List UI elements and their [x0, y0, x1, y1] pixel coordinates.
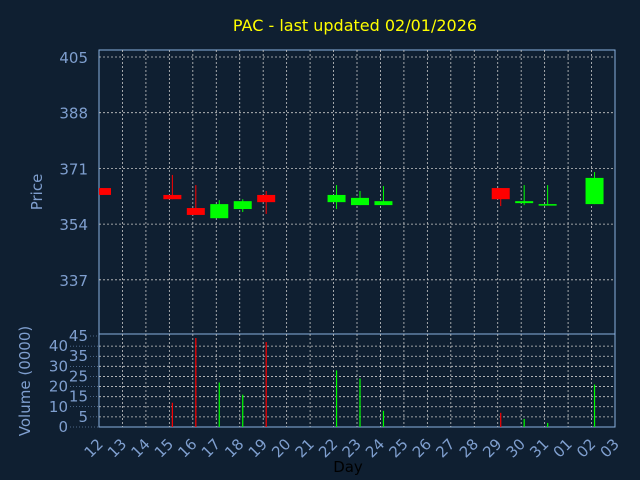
candle-body [327, 194, 346, 203]
x-tick-label: 18 [221, 435, 247, 461]
candle-body [374, 201, 393, 206]
volume-tick-label: 15 [69, 388, 88, 406]
candle-body [538, 204, 557, 206]
volume-tick-label: 5 [78, 408, 88, 426]
volume-tick-label: 10 [49, 398, 68, 416]
price-tick-label: 405 [59, 49, 88, 67]
candle-body [99, 188, 111, 195]
volume-tick-label: 25 [69, 367, 88, 385]
volume-tick-label: 0 [58, 418, 68, 436]
candle-body [515, 201, 534, 204]
price-axis-label: Price [28, 174, 46, 211]
price-tick-label: 337 [59, 272, 88, 290]
chart-title: PAC - last updated 02/01/2026 [233, 16, 477, 35]
candle-body [210, 204, 229, 219]
x-tick-label: 19 [245, 435, 271, 461]
x-axis-label: Day [333, 458, 363, 476]
x-tick-label: 31 [526, 435, 552, 461]
x-tick-label: 01 [550, 435, 576, 461]
candle-body [491, 188, 510, 200]
candle-body [233, 201, 252, 210]
x-tick-label: 25 [385, 435, 411, 461]
volume-axis-label: Volume (0000) [16, 326, 34, 436]
volume-tick-label: 35 [69, 347, 88, 365]
x-tick-label: 30 [503, 435, 529, 461]
x-tick-label: 13 [104, 435, 130, 461]
volume-tick-label: 20 [49, 378, 68, 396]
x-tick-label: 26 [409, 435, 435, 461]
x-tick-label: 02 [573, 435, 599, 461]
x-tick-label: 17 [198, 435, 224, 461]
candle-body [585, 177, 604, 205]
candle-body [257, 194, 276, 203]
candle-body [186, 208, 205, 215]
x-tick-label: 28 [456, 435, 482, 461]
x-tick-label: 03 [597, 435, 623, 461]
x-tick-label: 16 [174, 435, 200, 461]
x-tick-label: 21 [292, 435, 318, 461]
volume-tick-label: 40 [49, 337, 68, 355]
price-tick-label: 388 [59, 105, 88, 123]
x-tick-label: 29 [479, 435, 505, 461]
candle-body [163, 194, 182, 200]
x-tick-label: 24 [362, 435, 388, 461]
candle-body [351, 197, 369, 206]
x-tick-label: 14 [127, 435, 153, 461]
price-tick-label: 371 [59, 160, 88, 178]
x-tick-label: 20 [268, 435, 294, 461]
x-tick-label: 15 [151, 435, 177, 461]
x-tick-label: 27 [432, 435, 458, 461]
price-tick-label: 354 [59, 216, 88, 234]
volume-tick-label: 30 [49, 357, 68, 375]
volume-tick-label: 45 [69, 327, 88, 345]
x-tick-label: 12 [81, 435, 107, 461]
